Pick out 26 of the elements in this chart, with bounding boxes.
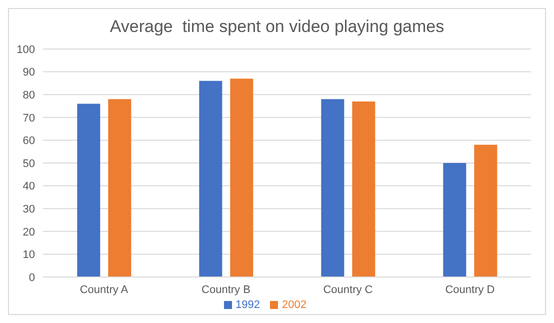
bar xyxy=(474,144,498,277)
y-tick-label: 70 xyxy=(22,112,35,124)
y-tick-label: 0 xyxy=(28,272,35,284)
x-tick-label: Country A xyxy=(80,284,129,296)
bar xyxy=(321,99,344,277)
chart-title: Average time spent on video playing games xyxy=(108,16,446,38)
y-tick-label: 100 xyxy=(16,44,35,56)
x-tick-label: Country D xyxy=(445,284,495,296)
bar xyxy=(199,80,222,277)
y-tick-label: 30 xyxy=(22,204,35,216)
y-tick-label: 10 xyxy=(22,249,35,262)
bar xyxy=(230,78,254,277)
bar xyxy=(77,104,100,277)
x-tick-label: Country B xyxy=(202,284,250,296)
x-tick-label: Country C xyxy=(323,284,373,296)
y-tick-label: 80 xyxy=(22,90,35,102)
y-tick-label: 50 xyxy=(22,158,35,170)
legend-label: 1992 xyxy=(236,299,260,311)
y-tick-label: 20 xyxy=(22,226,35,238)
legend-label: 2002 xyxy=(282,299,306,311)
y-tick-label: 60 xyxy=(22,135,35,148)
bar xyxy=(352,101,376,277)
y-tick-label: 90 xyxy=(22,66,35,79)
bar xyxy=(108,99,132,277)
bar xyxy=(443,163,466,277)
y-tick-label: 40 xyxy=(22,180,35,193)
